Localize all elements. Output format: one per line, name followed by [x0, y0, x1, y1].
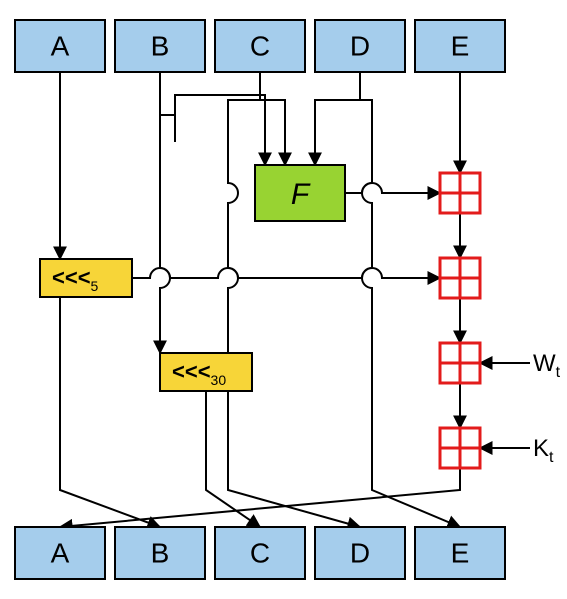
adder-2: [440, 258, 480, 298]
adder-3: [440, 343, 480, 383]
f-function-label: F: [291, 178, 311, 211]
state-bottom-label-D: D: [350, 537, 370, 568]
state-top-label-C: C: [250, 30, 270, 61]
state-bottom-label-A: A: [51, 537, 70, 568]
adder-1: [440, 173, 480, 213]
state-top-label-A: A: [51, 30, 70, 61]
k-t-label: Kt: [533, 435, 554, 466]
state-top-label-D: D: [350, 30, 370, 61]
adder-4: [440, 428, 480, 468]
state-top-label-B: B: [151, 30, 170, 61]
state-bottom-label-B: B: [151, 537, 170, 568]
state-top-label-E: E: [451, 30, 470, 61]
state-bottom-label-E: E: [451, 537, 470, 568]
state-bottom-label-C: C: [250, 537, 270, 568]
w-t-label: Wt: [533, 350, 561, 381]
